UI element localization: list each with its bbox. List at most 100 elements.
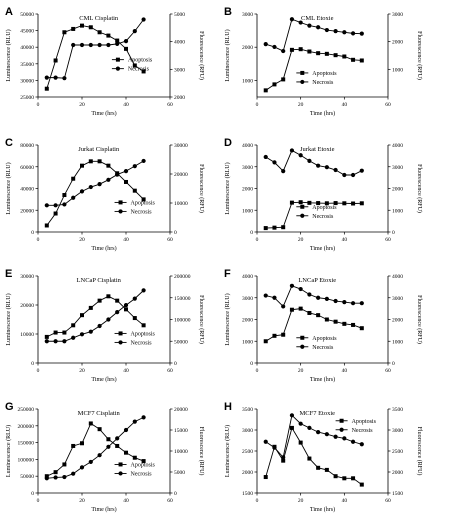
- apoptosis-point: [62, 30, 67, 35]
- y-left-tick-label: 100000: [18, 457, 35, 463]
- necrosis-point: [44, 75, 49, 80]
- x-tick-label: 40: [123, 498, 129, 504]
- apoptosis-point: [351, 476, 356, 481]
- series-line-necrosis: [265, 414, 362, 459]
- apoptosis-point: [124, 179, 128, 184]
- y-left-tick-label: 0: [250, 361, 253, 367]
- series-apoptosis: [44, 23, 146, 91]
- apoptosis-point: [281, 458, 286, 463]
- y-right-tick-label: 3000: [392, 428, 403, 434]
- necrosis-point: [141, 415, 146, 420]
- apoptosis-point: [333, 319, 338, 324]
- series-necrosis: [263, 17, 364, 54]
- y-right-tick-label: 1000: [392, 67, 403, 73]
- necrosis-point: [132, 164, 137, 169]
- necrosis-point: [115, 310, 120, 315]
- x-axis-label: Time (hrs): [91, 506, 116, 513]
- y-left-tick-label: 35000: [20, 62, 34, 68]
- necrosis-point: [115, 436, 120, 441]
- chart-panel-b: B CML Etoxie 0 20 40 60 1000 2000 3000 1000 2000 30…: [224, 6, 423, 117]
- y-right-tick-label: 200000: [174, 274, 191, 280]
- legend-label-apoptosis: Apoptosis: [352, 419, 377, 425]
- x-tick-label: 0: [256, 237, 259, 243]
- apoptosis-point: [272, 225, 277, 230]
- necrosis-point: [342, 30, 347, 35]
- necrosis-point: [298, 286, 303, 292]
- necrosis-point: [88, 459, 93, 465]
- series-apoptosis: [44, 294, 146, 339]
- apoptosis-point: [342, 54, 347, 59]
- apoptosis-point: [71, 323, 76, 328]
- legend-label-necrosis: Necrosis: [352, 428, 374, 434]
- necrosis-point: [316, 163, 321, 168]
- legend-label-necrosis: Necrosis: [312, 80, 334, 86]
- apoptosis-point: [53, 470, 58, 475]
- x-tick-label: 40: [342, 498, 348, 504]
- apoptosis-point: [124, 307, 128, 312]
- y-right-tick-label: 3500: [392, 407, 403, 413]
- x-axis-label: Time (hrs): [310, 245, 335, 252]
- necrosis-point: [53, 339, 58, 344]
- apoptosis-point: [53, 58, 58, 63]
- y-right-tick-label: 2000: [392, 40, 403, 46]
- chart-title: CML Cisplatin: [79, 15, 119, 22]
- necrosis-point: [97, 453, 102, 458]
- x-tick-label: 60: [167, 498, 173, 504]
- necrosis-point: [88, 184, 93, 190]
- x-tick-label: 0: [256, 102, 259, 108]
- y-left-tick-label: 3500: [242, 407, 253, 413]
- necrosis-point: [263, 42, 268, 47]
- panel-letter: H: [224, 401, 232, 413]
- y-left-axis-label: Luminescence (RLU): [224, 162, 231, 214]
- y-right-tick-label: 3000: [392, 165, 403, 171]
- legend-marker-necrosis: [118, 340, 123, 345]
- y-left-tick-label: 50000: [20, 474, 34, 480]
- y-right-tick-label: 10000: [174, 201, 188, 207]
- x-tick-label: 60: [385, 368, 391, 374]
- necrosis-point: [115, 172, 120, 177]
- necrosis-point: [132, 296, 137, 301]
- y-left-tick-label: 3000: [242, 12, 253, 18]
- series-line-necrosis: [265, 18, 362, 52]
- necrosis-point: [272, 44, 277, 50]
- apoptosis-point: [316, 51, 321, 56]
- x-tick-label: 60: [385, 237, 391, 243]
- legend-marker-apoptosis: [339, 418, 344, 423]
- necrosis-point: [333, 29, 338, 34]
- apoptosis-point: [106, 437, 111, 442]
- necrosis-point: [342, 300, 347, 305]
- y-left-tick-label: 1000: [242, 78, 253, 84]
- necrosis-point: [324, 432, 329, 437]
- y-left-tick-label: 10000: [20, 332, 34, 338]
- x-tick-label: 20: [79, 102, 85, 108]
- necrosis-point: [272, 445, 277, 450]
- legend-marker-apoptosis: [118, 200, 123, 205]
- y-left-axis-label: Luminescence (RLU): [5, 29, 12, 81]
- necrosis-point: [350, 172, 356, 178]
- apoptosis-point: [289, 200, 294, 205]
- apoptosis-point: [263, 226, 268, 231]
- apoptosis-point: [88, 159, 93, 164]
- panel-letter: F: [224, 268, 231, 280]
- x-tick-label: 0: [37, 102, 40, 108]
- necrosis-point: [141, 288, 146, 293]
- legend: Apoptosis Necrosis: [296, 335, 337, 351]
- necrosis-point: [115, 41, 120, 46]
- apoptosis-point: [80, 313, 84, 318]
- y-left-tick-label: 0: [31, 361, 34, 367]
- apoptosis-point: [342, 321, 347, 326]
- x-tick-label: 0: [256, 498, 259, 504]
- apoptosis-point: [71, 176, 76, 181]
- y-right-tick-label: 4000: [174, 40, 185, 46]
- legend-marker-necrosis: [118, 209, 123, 214]
- x-tick-label: 40: [342, 237, 348, 243]
- y-left-tick-label: 2000: [242, 45, 253, 51]
- legend-label-apoptosis: Apoptosis: [131, 331, 156, 337]
- y-left-axis-label: Luminescence (RLU): [224, 425, 231, 477]
- necrosis-point: [106, 444, 111, 449]
- series-line-necrosis: [46, 160, 144, 206]
- necrosis-point: [350, 31, 356, 36]
- apoptosis-point: [342, 201, 347, 206]
- apoptosis-point: [62, 330, 67, 335]
